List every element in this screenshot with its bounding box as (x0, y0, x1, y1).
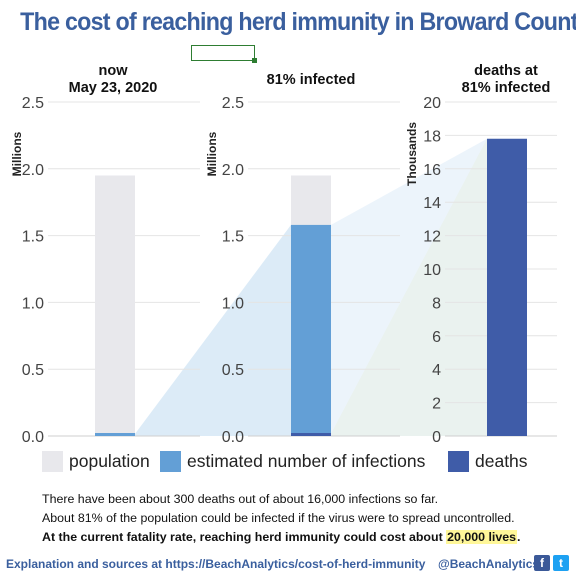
y-tick-label: 2.5 (22, 95, 44, 112)
y-tick-label: 1.5 (22, 229, 44, 246)
bar-population (95, 175, 135, 437)
legend-item-infections: estimated number of infections (160, 451, 425, 472)
y-tick-label: 20 (423, 95, 441, 112)
y-tick-label: 6 (432, 329, 441, 346)
cell-selection-box (191, 45, 257, 63)
legend-label-deaths: deaths (475, 451, 528, 471)
y-tick-label: 12 (423, 229, 441, 246)
chart-title: The cost of reaching herd immunity in Br… (20, 8, 576, 36)
y-tick-label: 0.0 (222, 429, 244, 446)
y-tick-label: 1.0 (22, 295, 44, 312)
y-axis-label: Millions (10, 131, 24, 176)
y-tick-label: 2.0 (22, 162, 44, 179)
y-tick-label: 0.5 (22, 362, 44, 379)
y-tick-label: 18 (423, 128, 441, 145)
note-line-2: About 81% of the population could be inf… (42, 511, 515, 525)
facebook-icon[interactable]: f (534, 555, 550, 571)
panel-header: now (99, 63, 129, 79)
panel-header: deaths at (474, 63, 538, 79)
sources-link[interactable]: Explanation and sources at https://Beach… (6, 557, 426, 571)
bar-estimated-number-of-infections (95, 433, 135, 436)
panel-header: May 23, 2020 (69, 80, 158, 96)
bar-estimated-number-of-infections (291, 224, 331, 436)
legend-label-population: population (69, 451, 150, 471)
note-line-3: At the current fatality rate, reaching h… (42, 528, 562, 547)
y-tick-label: 4 (432, 362, 441, 379)
y-tick-label: 10 (423, 262, 441, 279)
legend-swatch-population (42, 451, 63, 472)
panel-header: 81% infected (267, 72, 356, 88)
y-tick-label: 1.5 (222, 229, 244, 246)
footer: Explanation and sources at https://Beach… (6, 555, 572, 574)
notes: There have been about 300 deaths out of … (42, 490, 562, 547)
legend-swatch-deaths (448, 451, 469, 472)
y-tick-label: 2.5 (222, 95, 244, 112)
y-tick-label: 2.0 (222, 162, 244, 179)
legend-item-deaths: deaths (448, 451, 528, 472)
y-axis-label: Thousands (405, 122, 419, 186)
y-tick-label: 1.0 (222, 295, 244, 312)
y-tick-label: 14 (423, 195, 441, 212)
y-axis-label: Millions (205, 131, 219, 176)
y-tick-label: 2 (432, 396, 441, 413)
y-tick-label: 0.0 (22, 429, 44, 446)
legend-item-population: population (42, 451, 150, 472)
twitter-handle[interactable]: @BeachAnalytics (438, 557, 540, 571)
wedge-infections-to-deaths (331, 138, 487, 437)
legend-label-infections: estimated number of infections (187, 451, 426, 471)
y-tick-label: 8 (432, 295, 441, 312)
highlighted-lives: 20,000 lives (446, 530, 518, 544)
bar-deaths (291, 433, 331, 436)
bar-deaths (487, 138, 527, 437)
wedge-now-to-infected (135, 224, 291, 436)
y-tick-label: 0 (432, 429, 441, 446)
legend: population estimated number of infection… (0, 451, 576, 479)
y-tick-label: 0.5 (222, 362, 244, 379)
note-line-1: There have been about 300 deaths out of … (42, 492, 439, 506)
note-line-3-text: At the current fatality rate, reaching h… (42, 530, 447, 544)
panel-header: 81% infected (462, 80, 551, 96)
legend-swatch-infections (160, 451, 181, 472)
y-tick-label: 16 (423, 162, 441, 179)
note-line-3-end: . (517, 530, 521, 544)
selection-handle[interactable] (252, 58, 257, 63)
twitter-icon[interactable]: t (553, 555, 569, 571)
